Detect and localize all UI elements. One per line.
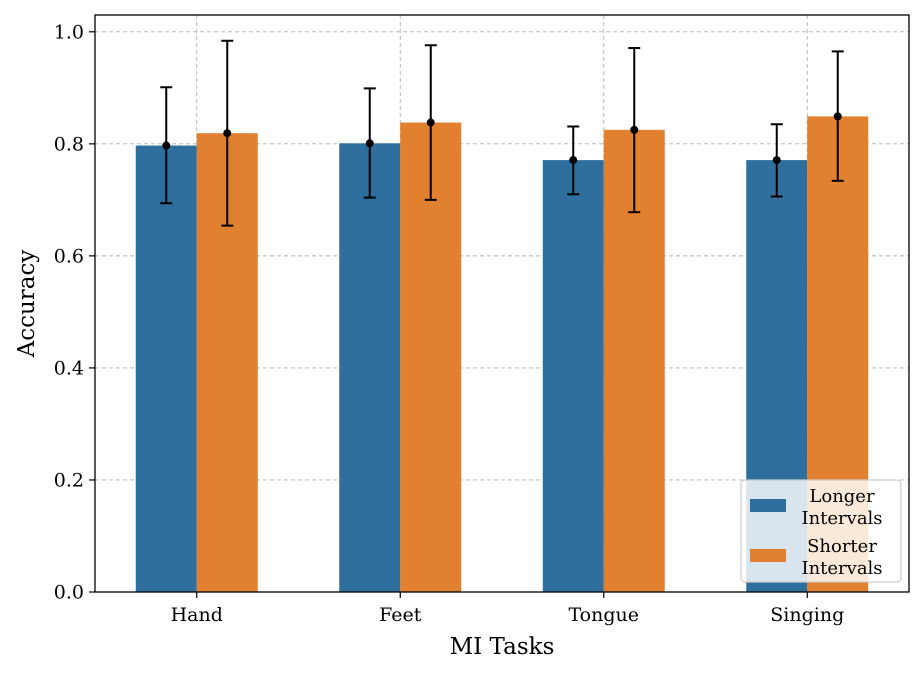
x-tick-label: Feet xyxy=(379,604,422,626)
legend-label: Intervals xyxy=(801,558,882,579)
y-tick-label: 0.2 xyxy=(54,469,84,491)
y-tick-label: 1.0 xyxy=(54,21,84,43)
x-tick-label: Singing xyxy=(770,604,844,626)
y-tick-label: 0.8 xyxy=(54,133,84,155)
mean-point xyxy=(833,112,842,121)
plot-frame xyxy=(94,14,910,593)
legend-label: Intervals xyxy=(801,508,882,529)
error-bars xyxy=(160,39,844,227)
y-tick-label: 0.6 xyxy=(54,245,84,267)
mean-point xyxy=(223,129,232,138)
legend-label: Longer xyxy=(809,486,875,507)
ticks: 0.0 0.2 0.4 0.6 0.8 1.0 Hand Feet Tongue Singing xyxy=(54,21,844,626)
x-tick-label: Hand xyxy=(171,604,223,626)
bar xyxy=(339,143,401,592)
bar xyxy=(542,160,604,593)
mean-point xyxy=(426,118,435,127)
mean-point xyxy=(772,156,781,165)
legend-swatch xyxy=(750,549,786,562)
mean-point xyxy=(365,139,374,148)
x-axis-label: MI Tasks xyxy=(450,634,555,660)
y-tick-label: 0.4 xyxy=(54,357,84,379)
mean-point xyxy=(162,141,171,150)
y-tick-label: 0.0 xyxy=(54,582,84,604)
mean-point xyxy=(569,156,578,165)
legend-label: Shorter xyxy=(807,536,877,557)
mean-point xyxy=(630,125,639,134)
x-tick-label: Tongue xyxy=(568,604,639,626)
legend-swatch xyxy=(750,499,786,512)
bar xyxy=(135,145,197,592)
y-axis-label: Accuracy xyxy=(14,250,40,359)
